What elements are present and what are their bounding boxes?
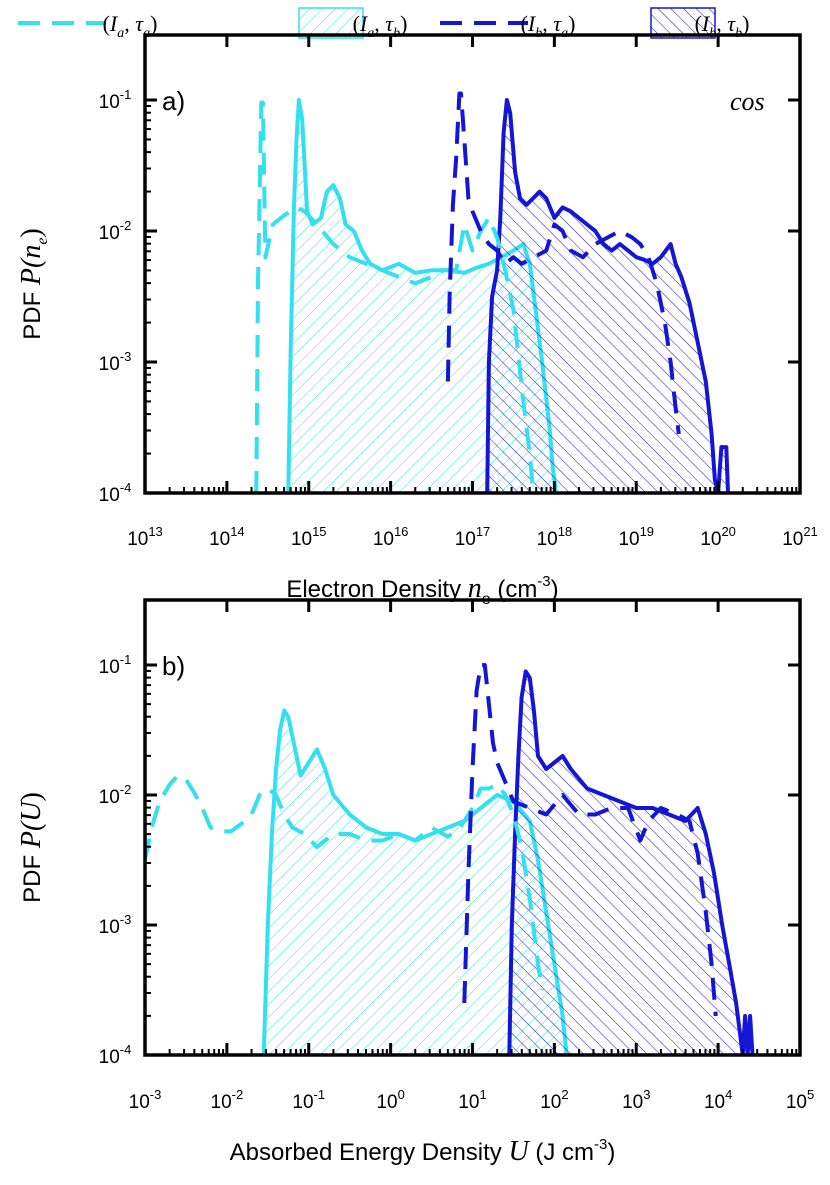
x-tick-label: 10-3 [129, 1087, 162, 1113]
y-tick-label: 10-4 [99, 1042, 132, 1068]
x-tick-label: 10-2 [211, 1087, 244, 1113]
x-tick-label: 10-1 [292, 1087, 325, 1113]
series-fill-1 [263, 710, 567, 1055]
x-axis-label: Absorbed Energy Density U (J cm-3) [230, 1136, 616, 1167]
x-tick-label: 104 [704, 1087, 732, 1113]
x-tick-label: 1018 [537, 524, 573, 550]
plot-area [254, 91, 730, 493]
series-fill-3 [487, 100, 728, 493]
plot-area [145, 663, 755, 1055]
x-tick-label: 105 [786, 1087, 814, 1113]
x-tick-label: 103 [622, 1087, 650, 1113]
y-tick-label: 10-1 [99, 87, 132, 113]
legend-swatch-hatched [650, 7, 716, 39]
series-line-3 [507, 669, 755, 1055]
x-tick-label: 1016 [373, 524, 409, 550]
panel-b: 10-3 10-2 10-1 100 101 102 103 104 105 10-4 10-3 10… [16, 598, 814, 1167]
x-tick-label: 1020 [700, 524, 736, 550]
x-axis-label: Electron Density ne (cm-3) [286, 573, 558, 608]
annotation-cos: cos [730, 87, 765, 116]
y-tick-label: 10-4 [99, 480, 132, 506]
x-tick-label: 100 [376, 1087, 404, 1113]
x-tick-label: 101 [458, 1087, 486, 1113]
x-tick-label: 1019 [618, 524, 654, 550]
x-tick-label: 1014 [209, 524, 245, 550]
series-line-0 [145, 773, 545, 991]
series-line-2 [462, 663, 718, 1017]
legend-item-0: (Ia, τa) [18, 11, 157, 41]
series-fill-3 [509, 671, 753, 1055]
series-line-2 [445, 91, 681, 435]
x-tick-label: 102 [540, 1087, 568, 1113]
y-tick-label: 10-2 [99, 782, 132, 808]
y-tick-label: 10-1 [99, 652, 132, 678]
legend-swatch-hatched [298, 7, 364, 39]
x-tick-label: 1013 [127, 524, 163, 550]
legend-item-3: (Ib, τb) [650, 7, 749, 41]
y-tick-label: 10-3 [99, 912, 132, 938]
panel-label: a) [162, 86, 185, 116]
y-axis-label: PDF P(U) [16, 792, 47, 903]
panel-a: 1013 1014 1015 1016 1017 1018 1019 1020 1021 10-4… [16, 33, 818, 608]
x-tick-label: 1021 [782, 524, 818, 550]
panel-label: b) [162, 651, 185, 681]
y-tick-label: 10-2 [99, 218, 132, 244]
x-tick-label: 1015 [291, 524, 327, 550]
panels: 1013 1014 1015 1016 1017 1018 1019 1020 1021 10-4… [16, 33, 818, 1167]
y-tick-label: 10-3 [99, 349, 132, 375]
legend: (Ia, τa) (Ia, τb) (Ib, τa) (Ib, τb) [18, 7, 749, 41]
series-line-0 [254, 100, 536, 493]
series-line-3 [485, 98, 730, 493]
y-axis-label: PDF P(ne) [16, 228, 51, 340]
x-tick-label: 1017 [455, 524, 491, 550]
